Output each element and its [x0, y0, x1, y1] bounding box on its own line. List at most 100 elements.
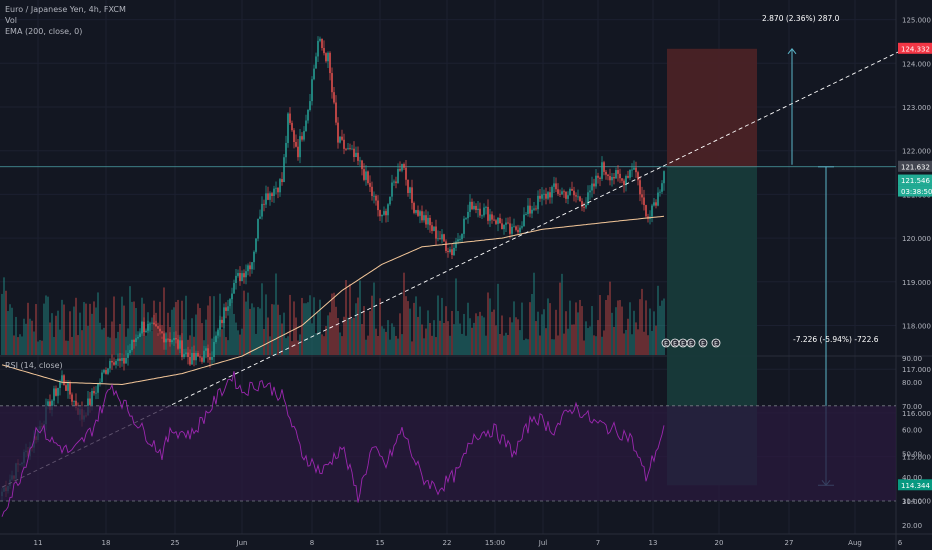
volume-bar — [127, 328, 129, 355]
volume-bar — [355, 303, 357, 355]
volume-bar — [583, 340, 585, 355]
candle-body — [127, 353, 129, 358]
rsi-legend[interactable]: RSI (14, close) — [5, 361, 63, 370]
candle-body — [227, 306, 229, 311]
candle-body — [371, 186, 373, 197]
volume-bar — [455, 278, 457, 355]
candle-body — [427, 217, 429, 225]
volume-bar — [239, 334, 241, 355]
volume-bar — [305, 303, 307, 355]
volume-bar — [477, 316, 479, 355]
symbol-title[interactable]: Euro / Japanese Yen, 4h, FXCM — [5, 5, 126, 14]
candle-body — [335, 102, 337, 123]
volume-bar — [147, 312, 149, 355]
volume-legend[interactable]: Vol — [5, 16, 17, 25]
price-badge-label: 121.546 — [901, 177, 930, 185]
candle-body — [475, 205, 477, 210]
volume-bar — [83, 302, 85, 355]
ema-legend[interactable]: EMA (200, close, 0) — [5, 27, 82, 36]
rsi-axis[interactable]: 90.00 80.00 70.00 60.00 50.00 40.00 30.00 20.00 — [902, 355, 922, 530]
candle-body — [351, 148, 353, 150]
volume-bar — [251, 303, 253, 355]
candle-body — [499, 217, 501, 224]
volume-bar — [291, 341, 293, 355]
volume-bar — [93, 301, 95, 355]
volume-bar — [277, 304, 279, 355]
candle-body — [613, 177, 615, 179]
volume-bar — [37, 341, 39, 355]
volume-bar — [349, 283, 351, 355]
volume-bar — [25, 323, 27, 355]
candle-body — [271, 193, 273, 197]
price-tick-label: 118.000 — [902, 323, 931, 331]
candle-body — [653, 202, 655, 206]
volume-bar — [565, 311, 567, 355]
candle-body — [515, 226, 517, 230]
candle-body — [507, 222, 509, 224]
candle-body — [187, 352, 189, 357]
target-arrow-head — [787, 47, 797, 55]
candle-body — [249, 265, 251, 270]
candle-body — [51, 400, 53, 410]
rsi-tick-label: 70.00 — [902, 403, 922, 411]
candle-body — [183, 353, 185, 358]
trendline[interactable] — [1, 49, 903, 488]
candle-body — [307, 109, 309, 121]
volume-bar — [657, 285, 659, 355]
candle-body — [259, 216, 261, 219]
time-tick-label: 15 — [376, 539, 385, 547]
candle-body — [375, 195, 377, 201]
candle-body — [267, 193, 269, 200]
volume-bar — [553, 339, 555, 355]
candle-body — [577, 196, 579, 198]
volume-bar — [109, 337, 111, 355]
candle-body — [379, 210, 381, 217]
candle-body — [487, 206, 489, 221]
candle-body — [263, 203, 265, 205]
price-badge-label: 121.632 — [901, 163, 930, 171]
candle-body — [477, 208, 479, 210]
price-badge — [898, 479, 932, 491]
volume-bar — [279, 314, 281, 355]
candle-body — [195, 353, 197, 361]
price-axis[interactable]: 125.000124.000123.000122.000121.000120.0… — [898, 17, 932, 506]
volume-bar — [209, 296, 211, 355]
candle-body — [61, 375, 63, 382]
candle-body — [285, 142, 287, 158]
candle-body — [441, 234, 443, 240]
volume-bar — [255, 333, 257, 355]
candle-body — [167, 338, 169, 340]
candle-body — [99, 382, 101, 384]
time-tick-label: Jul — [538, 539, 548, 547]
volume-bar — [223, 315, 225, 355]
volume-bar — [385, 331, 387, 355]
candle-body — [279, 179, 281, 193]
volume-bar — [161, 336, 163, 355]
candle-body — [161, 331, 163, 334]
candle-body — [109, 360, 111, 369]
volume-bar — [537, 311, 539, 355]
volume-bar — [167, 312, 169, 355]
candle-body — [197, 353, 199, 357]
volume-bar — [201, 323, 203, 355]
candle-body — [333, 92, 335, 103]
candle-body — [661, 183, 663, 192]
volume-bar — [195, 314, 197, 355]
candle-body — [383, 211, 385, 215]
candle-body — [663, 171, 665, 184]
volume-bar — [189, 335, 191, 355]
volume-bar — [3, 277, 5, 355]
candle-body — [509, 223, 511, 234]
time-axis[interactable]: 11 18 25 Jun 8 15 22 15:00 Jul 7 13 20 27 Aug 6 — [34, 539, 903, 547]
candle-body — [407, 179, 409, 193]
candle-body — [505, 222, 507, 225]
candle-body — [281, 179, 283, 183]
volume-bar — [95, 307, 97, 355]
candle-body — [299, 136, 301, 158]
candle-body — [287, 113, 289, 143]
candle-body — [261, 203, 263, 217]
volume-bar — [517, 319, 519, 355]
price-tick-label: 114.000 — [902, 497, 931, 505]
